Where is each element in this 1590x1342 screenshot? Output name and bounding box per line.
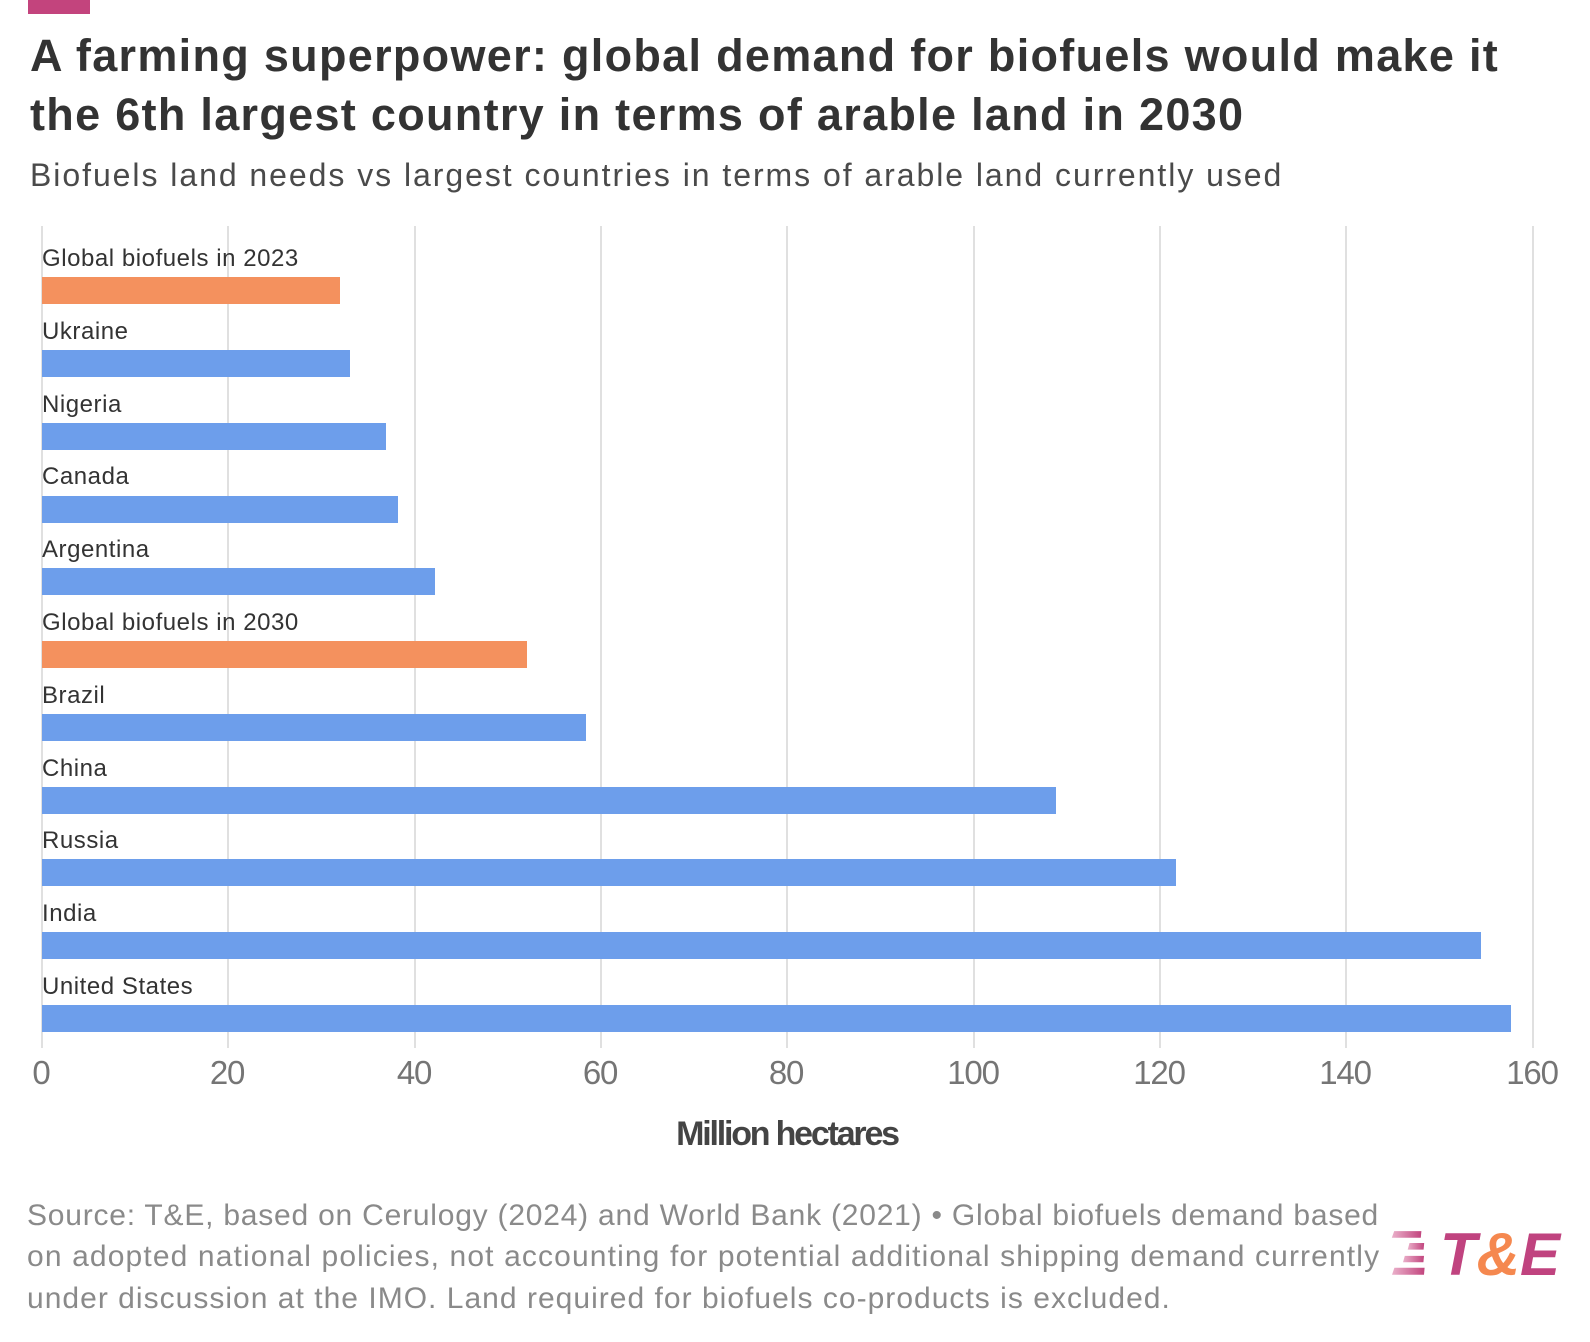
svg-text:T&E: T&E	[1440, 1225, 1562, 1285]
